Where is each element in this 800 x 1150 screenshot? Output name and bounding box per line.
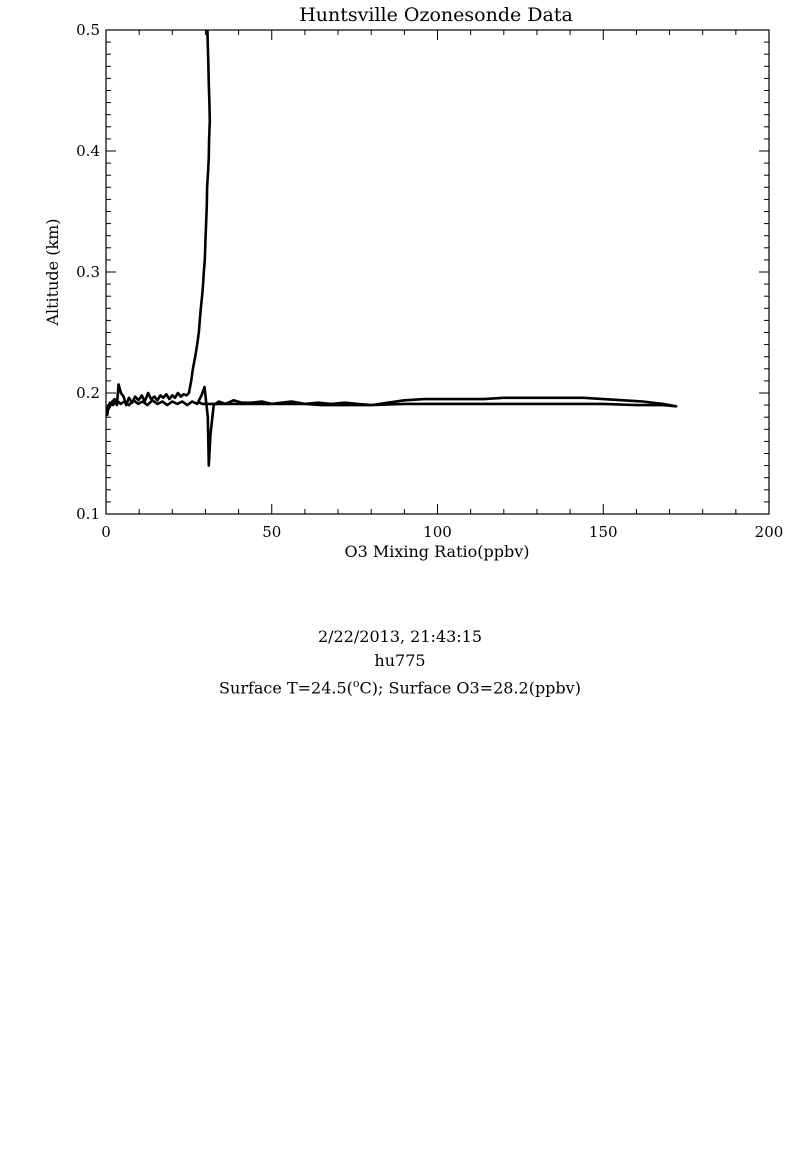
x-tick-label: 0 <box>101 523 111 541</box>
x-tick-label: 200 <box>755 523 784 541</box>
surface-conditions: Surface T=24.5(oC); Surface O3=28.2(ppbv… <box>0 673 800 699</box>
y-tick-label: 0.3 <box>76 263 100 281</box>
surface-conditions-prefix: Surface T=24.5( <box>219 678 353 698</box>
chart-title: Huntsville Ozonesonde Data <box>299 4 573 26</box>
x-tick-label: 50 <box>262 523 281 541</box>
launch-datetime: 2/22/2013, 21:43:15 <box>317 627 483 646</box>
x-axis-label: O3 Mixing Ratio(ppbv) <box>344 542 529 561</box>
y-tick-labels: 0.1 0.2 0.3 0.4 0.5 <box>76 21 100 523</box>
station-id: hu775 <box>374 651 426 670</box>
x-axis-ticks <box>105 30 770 514</box>
x-tick-labels: 0 50 100 150 200 <box>101 523 783 541</box>
y-tick-label: 0.4 <box>76 142 100 160</box>
surface-conditions-suffix: C); Surface O3=28.2(ppbv) <box>359 678 581 698</box>
y-tick-label: 0.1 <box>76 505 100 523</box>
y-tick-label: 0.2 <box>76 384 100 402</box>
x-tick-label: 150 <box>589 523 618 541</box>
x-tick-label: 100 <box>423 523 452 541</box>
y-axis-ticks <box>106 29 769 515</box>
plot-frame <box>105 29 770 515</box>
y-axis-label: Altitude (km) <box>43 218 62 326</box>
ozonesonde-chart: Huntsville Ozonesonde Data 0 50 100 150 200 … <box>43 4 783 561</box>
y-tick-label: 0.5 <box>76 21 100 39</box>
ozone-profile-line <box>106 29 678 467</box>
degree-symbol: o <box>352 677 360 690</box>
